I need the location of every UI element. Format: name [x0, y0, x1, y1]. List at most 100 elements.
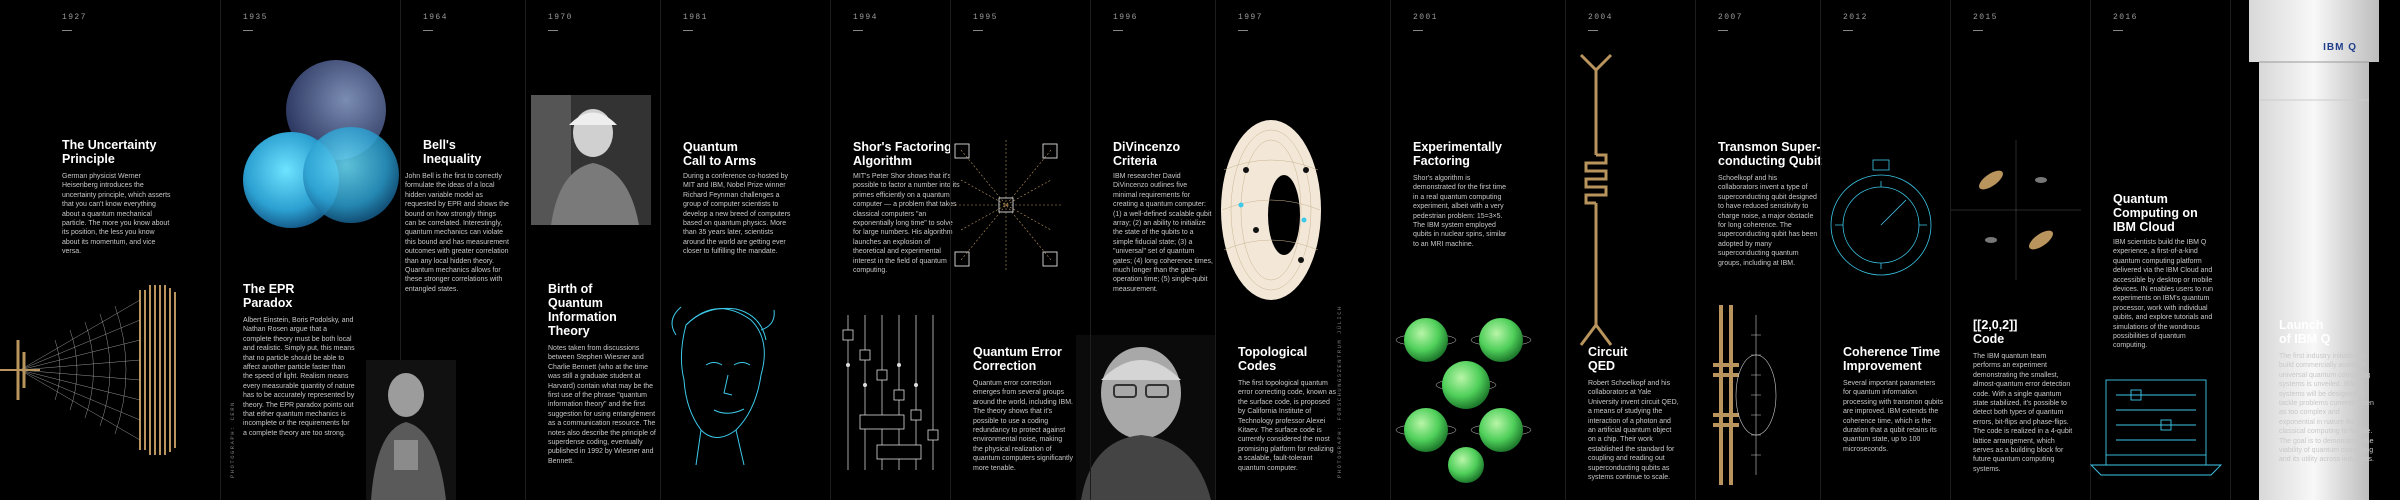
entry-1935: 1935 The EPR Paradox Albert Einstein, Bo…: [220, 0, 400, 500]
portrait-icon: [1076, 335, 1216, 500]
year-tick: [423, 30, 433, 31]
entry-body: Shor's algorithm is demonstrated for the…: [1413, 175, 1507, 248]
year-label: 1994: [853, 13, 878, 22]
resonator-illustration: [1579, 53, 1613, 346]
entry-title: Circuit QED: [1588, 345, 1628, 373]
year-tick: [1973, 30, 1983, 31]
entry-body: IBM researcher David DiVincenzo outlines…: [1113, 173, 1213, 293]
year-tick: [1238, 30, 1248, 31]
bennett-portrait: [531, 95, 651, 225]
entry-title: [[2,0,2]] Code: [1973, 318, 2018, 346]
entry-body: Notes taken from discussions between Ste…: [548, 345, 656, 465]
entry-2004: 2004 Circuit QED Robert Schoelkopf and h…: [1565, 0, 1695, 500]
shor-circuit-diagram: [842, 315, 939, 470]
transmon-illustration: [1713, 305, 1777, 485]
year-tick: [1843, 30, 1853, 31]
entry-2007: 2007 Transmon Super- conducting Qubit Sc…: [1695, 0, 1821, 500]
year-tick: [973, 30, 983, 31]
year-label: 2007: [1718, 13, 1743, 22]
entry-title: Transmon Super- conducting Qubit: [1718, 140, 1822, 168]
entry-1970: 1970 Birth of Quantum Information Theory…: [525, 0, 660, 500]
shor-photo: [1076, 335, 1216, 500]
entry-body: Robert Schoelkopf and his collaborators …: [1588, 380, 1679, 482]
year-label: 2001: [1413, 13, 1438, 22]
epr-spheres-illustration: [243, 60, 399, 228]
year-tick: [683, 30, 693, 31]
laptop-illustration: [2089, 379, 2223, 476]
photo-credit: PHOTOGRAPH: CERN: [229, 401, 236, 478]
year-label: 1927: [62, 13, 87, 22]
entry-1964: 1964 Bell's Inequality John Bell is the …: [366, 0, 525, 500]
entry-body: Schoelkopf and his collaborators invent …: [1718, 175, 1818, 267]
feynman-line-portrait: [671, 306, 775, 466]
photo-credit: PHOTOGRAPH: FORSCHUNGSZENTRUM JÜLICH: [1336, 305, 1343, 478]
year-label: 1995: [973, 13, 998, 22]
year-tick: [853, 30, 863, 31]
entry-1995: 1995 Quantum Error Correction Quantum er…: [950, 0, 1216, 500]
entry-title: Experimentally Factoring: [1413, 140, 1502, 168]
wave-packet-illustration: [0, 285, 176, 455]
entry-1996: 1996 DiVincenzo Criteria IBM researcher …: [1090, 0, 1215, 500]
year-tick: [1588, 30, 1598, 31]
year-tick: [1413, 30, 1423, 31]
entry-title: Coherence Time Improvement: [1843, 345, 1941, 373]
entry-body: German physicist Werner Heisenberg intro…: [62, 173, 171, 256]
year-label: 2012: [1843, 13, 1868, 22]
entry-body: MIT's Peter Shor shows that it's possibl…: [853, 173, 960, 275]
entry-body: The first industry initiative to build c…: [2279, 353, 2374, 464]
entry-title: Topological Codes: [1238, 345, 1308, 373]
bell-photo: [366, 360, 456, 500]
ibm-q-logo: IBM Q: [2323, 42, 2357, 53]
year-label: 1970: [548, 13, 573, 22]
entry-body: Several important parameters for quantum…: [1843, 380, 1943, 453]
entry-2001: 2001 Experimentally Factoring Shor's alg…: [1390, 0, 1565, 500]
entry-body: Quantum error correction emerges from se…: [973, 380, 1073, 472]
year-tick: [1718, 30, 1728, 31]
year-tick: [548, 30, 558, 31]
year-tick: [243, 30, 253, 31]
entry-title: Bell's Inequality: [423, 138, 482, 166]
entry-title: Quantum Error Correction: [973, 345, 1062, 373]
person-silhouette-icon: [366, 360, 456, 500]
entry-1981: 1981 Quantum Call to Arms During a confe…: [660, 0, 830, 500]
entry-2012: 2012 Coherence Time Improvement Several …: [1820, 0, 1950, 500]
cryostat-icon: [2249, 0, 2379, 500]
year-label: 1997: [1238, 13, 1263, 22]
entry-body: John Bell is the first to correctly form…: [405, 173, 509, 293]
entry-title: DiVincenzo Criteria: [1113, 140, 1181, 168]
torus-code-illustration: [1221, 120, 1321, 300]
portrait-icon: [531, 95, 651, 225]
entry-title: Birth of Quantum Information Theory: [548, 282, 617, 338]
entry-body: During a conference co-hosted by MIT and…: [683, 173, 791, 256]
year-label: 1964: [423, 13, 448, 22]
year-label: 1996: [1113, 13, 1138, 22]
entry-title: Launch of IBM Q: [2279, 318, 2331, 346]
entry-title: The EPR Paradox: [243, 282, 295, 310]
nuclear-spin-molecule: [1395, 318, 1532, 483]
year-label: 1981: [683, 13, 708, 22]
entry-body: IBM scientists build the IBM Q experienc…: [2113, 239, 2213, 350]
year-tick: [2113, 30, 2123, 31]
entry-1994: 1994 Shor's Factoring Algorithm MIT's Pe…: [830, 0, 960, 500]
qubit-lattice-illustration: [1951, 140, 2081, 280]
entry-2015: 2015 [[2,0,2]] Code The IBM quantum team…: [1950, 0, 2090, 500]
year-tick: [62, 30, 72, 31]
entry-title: Quantum Call to Arms: [683, 140, 757, 168]
entry-1997: 1997 Topological Codes The first topolog…: [1215, 0, 1390, 500]
year-label: 2004: [1588, 13, 1613, 22]
entry-2017: 2017 IBM Q Launch of IBM Q The first ind…: [2230, 0, 2400, 500]
entry-title: Shor's Factoring Algorithm: [853, 140, 952, 168]
year-tick: [1113, 30, 1123, 31]
entry-body: The IBM quantum team performs an experim…: [1973, 353, 2073, 473]
year-label: 2015: [1973, 13, 1998, 22]
ibm-q-cryostat: IBM Q: [2249, 0, 2379, 500]
entry-title: Quantum Computing on IBM Cloud: [2113, 192, 2198, 234]
entry-body: Albert Einstein, Boris Podolsky, and Nat…: [243, 317, 355, 437]
entry-1927: 1927 The Uncertainty Principle German ph…: [0, 0, 220, 500]
stopwatch-illustration: [1830, 159, 1932, 276]
year-label: 1935: [243, 13, 268, 22]
error-correction-lattice: [951, 140, 1061, 270]
entry-body: The first topological quantum error corr…: [1238, 380, 1337, 472]
entry-2016: 2016 Quantum Computing on IBM Cloud IBM …: [2089, 0, 2230, 500]
